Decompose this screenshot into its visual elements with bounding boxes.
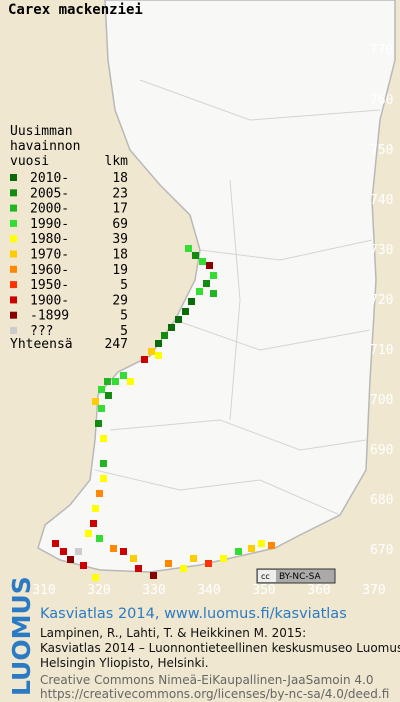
y-coordinate-label: 710 bbox=[370, 343, 393, 358]
legend-swatch bbox=[10, 235, 17, 243]
y-coordinate-label: 760 bbox=[370, 93, 393, 108]
legend-count: 19 bbox=[112, 263, 128, 278]
legend-label: 2005- bbox=[30, 186, 69, 201]
x-coordinate-label: 370 bbox=[362, 583, 385, 598]
x-coordinate-label: 350 bbox=[252, 583, 275, 598]
legend-total-label: Yhteensä bbox=[10, 337, 73, 352]
license-line: Creative Commons Nimeä-EiKaupallinen-Jaa… bbox=[40, 673, 374, 687]
legend-count-heading: lkm bbox=[105, 154, 129, 169]
license-line[interactable]: https://creativecommons.org/licenses/by-… bbox=[40, 687, 389, 701]
record-squares bbox=[52, 245, 275, 581]
legend-swatch bbox=[10, 281, 17, 289]
y-coordinate-label: 670 bbox=[370, 543, 393, 558]
y-coordinate-label: 770 bbox=[370, 43, 393, 58]
legend-swatch bbox=[10, 311, 17, 319]
legend-swatch bbox=[10, 327, 17, 334]
legend-swatch bbox=[10, 250, 17, 258]
y-coordinate-label: 730 bbox=[370, 243, 393, 258]
legend-label: 1900- bbox=[30, 293, 69, 308]
legend-heading: Uusimman bbox=[10, 124, 73, 139]
legend-count: 5 bbox=[120, 309, 128, 324]
legend-swatch bbox=[10, 296, 17, 304]
legend-label: 1970- bbox=[30, 248, 69, 263]
x-coordinate-label: 360 bbox=[307, 583, 330, 598]
license-badge: cc BY-NC-SA bbox=[256, 568, 336, 584]
legend-count: 5 bbox=[120, 278, 128, 293]
region-borders bbox=[94, 79, 381, 516]
legend-heading: vuosi bbox=[10, 154, 49, 169]
coordinate-labels: 310 320 330 340 350 360 370 670 680 690 700 710 720 7… bbox=[32, 43, 393, 598]
y-coordinate-label: 740 bbox=[370, 193, 393, 208]
legend-label: 1960- bbox=[30, 263, 69, 278]
legend-count: 39 bbox=[112, 232, 128, 247]
badge-text: BY-NC-SA bbox=[279, 572, 322, 582]
legend-count: 17 bbox=[112, 202, 128, 217]
citation-line: Kasviatlas 2014 – Luonnontieteellinen ke… bbox=[40, 641, 400, 655]
x-coordinate-label: 340 bbox=[197, 583, 220, 598]
y-coordinate-label: 720 bbox=[370, 293, 393, 308]
brand: LUOMUS bbox=[7, 576, 36, 696]
x-coordinate-label: 330 bbox=[142, 583, 165, 598]
legend-count: 18 bbox=[112, 171, 128, 186]
legend-label: 1990- bbox=[30, 217, 69, 232]
legend-label: 2000- bbox=[30, 202, 69, 217]
legend-label: -1899 bbox=[30, 309, 69, 324]
legend-label: 2010- bbox=[30, 171, 69, 186]
legend-count: 23 bbox=[112, 186, 128, 201]
legend-label: 1950- bbox=[30, 278, 69, 293]
legend-count: 29 bbox=[112, 293, 128, 308]
legend-count: 5 bbox=[120, 324, 128, 339]
legend-heading: havainnon bbox=[10, 139, 80, 154]
land bbox=[37, 0, 396, 573]
x-coordinate-label: 310 bbox=[32, 583, 55, 598]
map-title: Carex mackenziei bbox=[8, 2, 143, 18]
y-coordinate-label: 680 bbox=[370, 493, 393, 508]
citation-line: Helsingin Yliopisto, Helsinki. bbox=[40, 656, 209, 670]
legend-swatch bbox=[10, 174, 17, 181]
x-coordinate-label: 320 bbox=[87, 583, 110, 598]
legend-total: 247 bbox=[105, 337, 128, 352]
legend-label: ??? bbox=[30, 324, 53, 339]
y-coordinate-label: 700 bbox=[370, 393, 393, 408]
citation-line: Lampinen, R., Lahti, T. & Heikkinen M. 2… bbox=[40, 626, 306, 640]
legend-swatch bbox=[10, 189, 17, 197]
atlas-link[interactable]: Kasviatlas 2014, www.luomus.fi/kasviatla… bbox=[40, 606, 347, 622]
legend-count: 69 bbox=[112, 217, 128, 232]
y-coordinate-label: 690 bbox=[370, 443, 393, 458]
y-coordinate-label: 750 bbox=[370, 143, 393, 158]
legend-swatch bbox=[10, 219, 17, 227]
legend-swatch bbox=[10, 204, 17, 212]
legend-label: 1980- bbox=[30, 232, 69, 247]
legend-swatch bbox=[10, 265, 17, 273]
legend-count: 18 bbox=[112, 248, 128, 263]
svg-text:cc: cc bbox=[261, 572, 270, 581]
